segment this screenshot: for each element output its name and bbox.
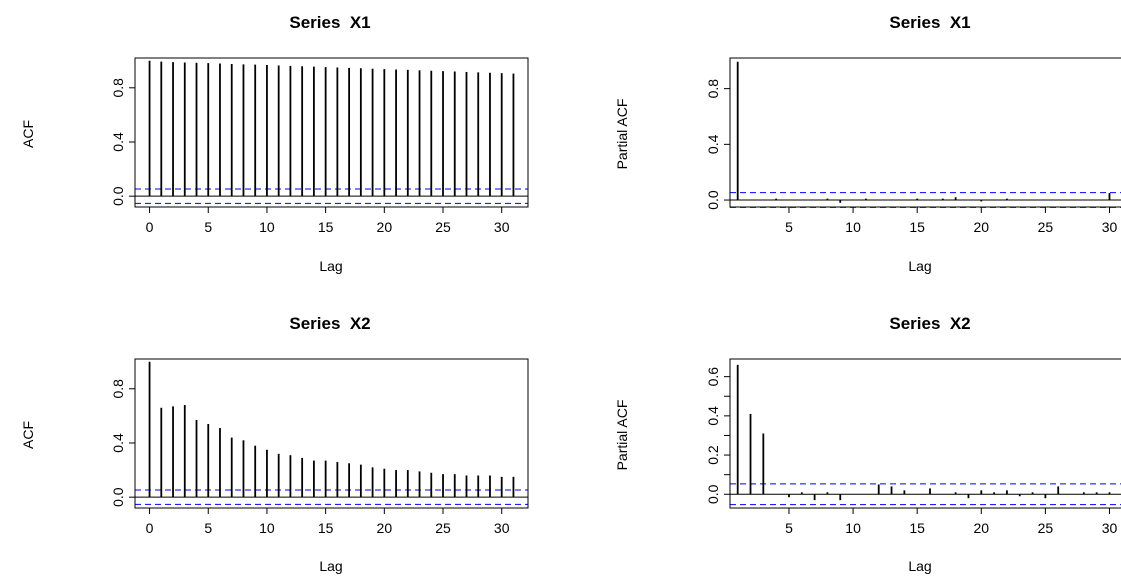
y-tick-label: 0.0: [705, 484, 721, 504]
x-tick-label: 20: [973, 219, 989, 235]
x-tick-label: 30: [494, 219, 510, 235]
x-tick-label: 10: [845, 219, 861, 235]
x-tick-label: 30: [494, 520, 510, 536]
y-axis-label: Partial ACF: [614, 99, 630, 170]
x-tick-label: 10: [259, 219, 275, 235]
x-tick-label: 5: [785, 520, 793, 536]
x-tick-label: 20: [973, 520, 989, 536]
x-tick-label: 15: [909, 219, 925, 235]
x-tick-label: 0: [146, 520, 154, 536]
y-tick-label: 0.8: [110, 379, 126, 399]
x-tick-label: 5: [785, 219, 793, 235]
y-tick-label: 0.8: [110, 78, 126, 98]
x-axis-label: Lag: [319, 258, 342, 274]
panel-acf-x2: Series X2 Lag ACF 0 5 10 15 20 25 30 0.0 0.4 0.8: [20, 314, 529, 574]
y-axis-label: Partial ACF: [614, 400, 630, 471]
x-tick-label: 30: [1102, 520, 1118, 536]
x-tick-label: 15: [318, 520, 334, 536]
y-axis-label: ACF: [20, 421, 36, 449]
x-axis-label: Lag: [908, 558, 931, 574]
x-tick-label: 10: [259, 520, 275, 536]
x-tick-label: 15: [909, 520, 925, 536]
x-tick-label: 25: [1038, 520, 1054, 536]
y-tick-label: 0.0: [705, 190, 721, 210]
x-tick-label: 5: [204, 219, 212, 235]
y-axis-label: ACF: [20, 120, 36, 148]
x-axis-label: Lag: [319, 558, 342, 574]
plot-frame: [729, 358, 1121, 509]
x-tick-label: 5: [204, 520, 212, 536]
y-tick-label: 0.8: [705, 79, 721, 99]
x-tick-label: 15: [318, 219, 334, 235]
panel-pacf-x1: Series X1 Lag Partial ACF 5 10 15 20 25 30 0.…: [614, 13, 1121, 274]
x-tick-label: 25: [435, 219, 451, 235]
y-tick-label: 0.4: [705, 406, 721, 426]
x-tick-label: 20: [377, 520, 393, 536]
x-tick-label: 30: [1102, 219, 1118, 235]
x-tick-label: 10: [845, 520, 861, 536]
y-tick-label: 0.2: [705, 445, 721, 465]
panel-acf-x1: Series X1 Lag ACF 0 5 10 15 20 25 30 0.0 0.4 0.8: [20, 13, 529, 274]
chart-title: Series X1: [889, 13, 970, 32]
y-tick-label: 0.0: [110, 487, 126, 507]
chart-title: Series X2: [889, 314, 970, 333]
plot-frame: [729, 57, 1121, 208]
x-tick-label: 20: [377, 219, 393, 235]
y-tick-label: 0.6: [705, 367, 721, 387]
chart-title: Series X1: [289, 13, 370, 32]
x-tick-label: 25: [1038, 219, 1054, 235]
y-tick-label: 0.4: [110, 132, 126, 152]
y-tick-label: 0.4: [705, 134, 721, 154]
panel-pacf-x2: Series X2 Lag Partial ACF 5 10 15 20 25 30 0.…: [614, 314, 1121, 574]
chart-title: Series X2: [289, 314, 370, 333]
y-tick-label: 0.0: [110, 186, 126, 206]
plot-frame: [134, 57, 529, 208]
plot-frame: [134, 358, 529, 509]
x-tick-label: 25: [435, 520, 451, 536]
x-tick-label: 0: [146, 219, 154, 235]
x-axis-label: Lag: [908, 258, 931, 274]
y-tick-label: 0.4: [110, 433, 126, 453]
